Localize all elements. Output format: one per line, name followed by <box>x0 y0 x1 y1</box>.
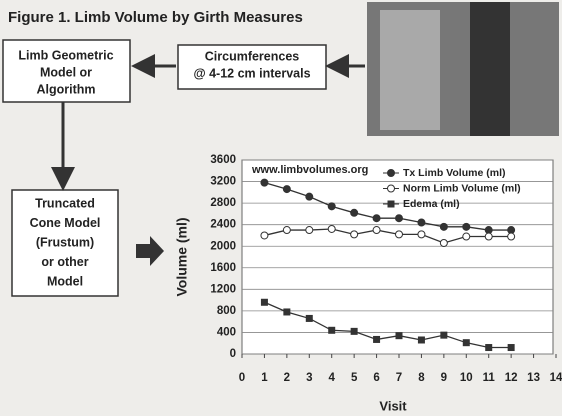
marker <box>306 193 313 200</box>
marker <box>485 344 492 351</box>
marker <box>306 315 313 322</box>
marker <box>306 227 313 234</box>
y-tick-label: 1600 <box>210 262 236 274</box>
marker <box>508 227 515 234</box>
marker <box>373 336 380 343</box>
x-tick-label: 3 <box>306 372 312 384</box>
marker <box>396 215 403 222</box>
y-tick-label: 400 <box>217 326 236 338</box>
marker <box>261 299 268 306</box>
marker <box>373 215 380 222</box>
marker <box>418 231 425 238</box>
box-label: Model or <box>40 65 92 79</box>
legend-label: Edema (ml) <box>403 198 460 210</box>
y-tick-label: 2800 <box>210 197 236 209</box>
x-tick-label: 9 <box>441 372 447 384</box>
x-tick-label: 14 <box>550 372 562 384</box>
box-label: (Frustum) <box>36 235 94 249</box>
annotation: www.limbvolumes.org <box>251 164 368 176</box>
marker <box>328 327 335 334</box>
box-label: Limb Geometric <box>18 48 113 62</box>
legend-label: Norm Limb Volume (ml) <box>403 182 521 194</box>
marker <box>396 332 403 339</box>
marker <box>351 231 358 238</box>
marker <box>418 336 425 343</box>
page: Figure 1. Limb Volume by Girth Measures … <box>0 0 562 416</box>
photo-detail <box>470 2 510 136</box>
x-tick-label: 12 <box>505 372 518 384</box>
figure-title: Figure 1. Limb Volume by Girth Measures <box>8 9 303 26</box>
photo-detail <box>380 10 440 130</box>
x-tick-label: 6 <box>373 372 379 384</box>
marker <box>485 227 492 234</box>
x-axis-label: Visit <box>379 398 407 413</box>
marker <box>463 233 470 240</box>
figure: Figure 1. Limb Volume by Girth Measures … <box>0 0 562 416</box>
marker <box>508 344 515 351</box>
y-tick-label: 2000 <box>210 240 236 252</box>
box-label: Truncated <box>35 196 95 210</box>
marker <box>328 225 335 232</box>
box-label: @ 4-12 cm intervals <box>193 66 310 80</box>
marker <box>388 185 395 192</box>
y-axis-label: Volume (ml) <box>174 217 190 296</box>
y-tick-label: 0 <box>230 348 236 360</box>
legend-label: Tx Limb Volume (ml) <box>403 167 505 179</box>
x-tick-label: 4 <box>329 372 336 384</box>
y-tick-label: 3600 <box>210 154 236 166</box>
x-tick-label: 5 <box>351 372 358 384</box>
box-label: Circumferences <box>205 49 300 63</box>
marker <box>440 239 447 246</box>
marker <box>351 209 358 216</box>
box-label: Cone Model <box>30 216 101 230</box>
arrow <box>136 236 164 266</box>
marker <box>463 223 470 230</box>
y-tick-label: 3200 <box>210 176 236 188</box>
y-tick-label: 1200 <box>210 283 236 295</box>
x-tick-label: 0 <box>239 372 245 384</box>
y-tick-label: 2400 <box>210 219 236 231</box>
marker <box>261 232 268 239</box>
box-label: or other <box>41 255 88 269</box>
marker <box>388 201 395 208</box>
x-tick-label: 10 <box>460 372 473 384</box>
y-tick-label: 800 <box>217 305 236 317</box>
marker <box>508 233 515 240</box>
marker <box>463 339 470 346</box>
x-tick-label: 13 <box>527 372 540 384</box>
marker <box>351 328 358 335</box>
marker <box>418 219 425 226</box>
marker <box>485 233 492 240</box>
x-tick-label: 8 <box>418 372 425 384</box>
marker <box>261 179 268 186</box>
marker <box>283 227 290 234</box>
x-tick-label: 1 <box>261 372 268 384</box>
marker <box>440 332 447 339</box>
box-label: Algorithm <box>36 82 95 96</box>
marker <box>328 203 335 210</box>
marker <box>388 170 395 177</box>
box-label: Model <box>47 274 83 288</box>
x-tick-label: 11 <box>483 372 496 384</box>
marker <box>373 227 380 234</box>
marker <box>396 231 403 238</box>
marker <box>440 223 447 230</box>
x-tick-label: 7 <box>396 372 402 384</box>
x-tick-label: 2 <box>284 372 290 384</box>
marker <box>283 308 290 315</box>
marker <box>283 186 290 193</box>
